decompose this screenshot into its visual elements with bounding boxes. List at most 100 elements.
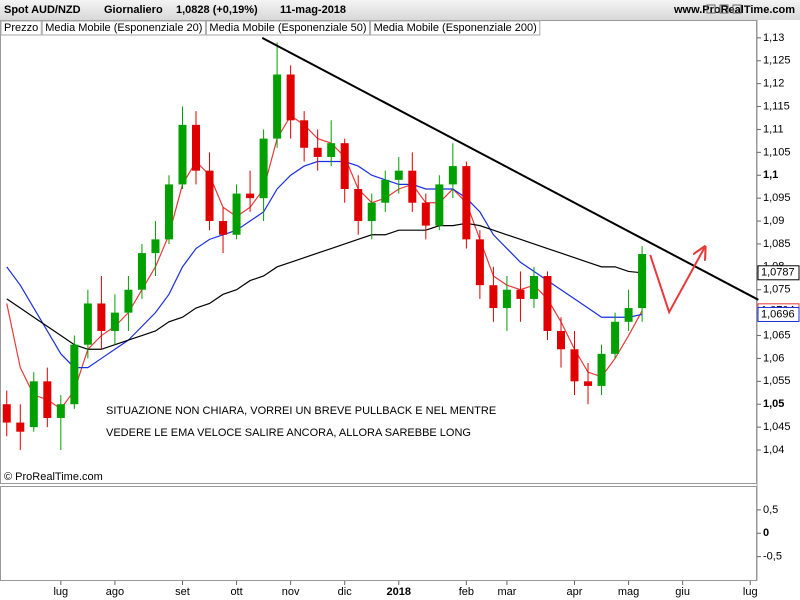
x-tick-label: lug <box>743 586 758 598</box>
legend-label: Media Mobile (Esponenziale 50) <box>209 22 366 34</box>
y-tick-label: 1,04 <box>763 444 784 456</box>
site: www.ProRealTime.com <box>673 4 795 16</box>
trendline <box>261 36 759 301</box>
ema-line <box>6 222 643 350</box>
y-tick-label: 1,075 <box>763 284 791 296</box>
candle-body <box>543 276 552 331</box>
candle-body <box>624 308 633 322</box>
legend-box <box>0 20 42 36</box>
icon[interactable] <box>719 4 729 14</box>
candle-body <box>570 349 579 382</box>
candle-body <box>340 143 349 189</box>
y-tick-label: 1,115 <box>763 100 790 112</box>
x-tick-label: ott <box>230 586 242 598</box>
candle-body <box>124 289 133 313</box>
candle-body <box>408 170 417 203</box>
period: Giornaliero <box>104 4 163 16</box>
lower-panel <box>0 486 757 581</box>
candle-body <box>556 330 565 350</box>
candle-body <box>137 253 146 290</box>
candle-body <box>516 289 525 299</box>
ema-line <box>6 114 643 410</box>
candle-body <box>286 74 295 121</box>
date: 11-mag-2018 <box>280 4 346 16</box>
candle-body <box>29 381 38 428</box>
legend-label: Media Mobile (Esponenziale 20) <box>45 22 202 34</box>
x-tick-label: lug <box>53 586 68 598</box>
x-tick-label: mar <box>497 586 516 598</box>
candle-body <box>83 303 92 345</box>
candle-body <box>219 221 228 235</box>
candle-body <box>56 404 65 418</box>
price-marker <box>757 306 800 322</box>
legend-box <box>370 20 541 36</box>
price-marker <box>757 265 800 281</box>
candle-body <box>2 404 11 423</box>
candle-body <box>529 276 538 299</box>
y-tick-label: 1,05 <box>763 398 784 410</box>
y-tick-label: 1,1 <box>763 169 778 181</box>
arrow <box>649 248 704 315</box>
y-tick-label: 0 <box>763 527 769 539</box>
symbol: Spot AUD/NZD <box>4 4 81 16</box>
candle-body <box>502 289 511 309</box>
candle-body <box>313 147 322 157</box>
price-marker-label: 1,0787 <box>761 267 795 279</box>
y-tick-label: 1,11 <box>763 123 784 135</box>
candle-body <box>381 179 390 203</box>
candle-body <box>300 120 309 148</box>
candle-body <box>638 254 647 309</box>
y-tick-label: 1,105 <box>763 146 791 158</box>
y-tick-label: 1,13 <box>763 32 784 44</box>
candle-body <box>178 124 187 185</box>
y-tick-label: 1,085 <box>763 238 791 250</box>
y-tick-label: 1,12 <box>763 78 784 90</box>
candle-body <box>97 303 106 331</box>
candle-body <box>367 202 376 222</box>
x-tick-label: set <box>175 586 190 598</box>
candle-body <box>448 166 457 185</box>
candle-body <box>394 170 403 180</box>
header-bar <box>0 0 800 20</box>
candle-body <box>246 193 255 199</box>
candle-body <box>435 184 444 226</box>
y-tick-label: 1,09 <box>763 215 784 227</box>
annotation: SITUAZIONE NON CHIARA, VORREI UN BREVE P… <box>106 405 496 417</box>
x-tick-label: 2018 <box>387 586 411 598</box>
candle-body <box>597 353 606 386</box>
y-tick-label: 1,055 <box>763 375 791 387</box>
candle-body <box>16 422 25 432</box>
x-tick-label: ago <box>106 586 124 598</box>
y-tick-label: 1,125 <box>763 55 791 67</box>
candle-body <box>151 239 160 254</box>
candle-body <box>475 239 484 286</box>
candle-body <box>164 184 173 240</box>
candle-body <box>70 344 79 405</box>
price-marker-label: 1,0696 <box>761 308 795 320</box>
y-tick-label: 0,5 <box>763 504 778 516</box>
candle-body <box>327 143 336 157</box>
annotation: VEDERE LE EMA VELOCE SALIRE ANCORA, ALLO… <box>106 427 471 439</box>
candle-body <box>232 193 241 235</box>
candle-body <box>259 138 268 199</box>
ema-line <box>6 160 643 369</box>
legend-label: Media Mobile (Esponenziale 200) <box>374 22 537 34</box>
candle-body <box>110 312 119 331</box>
watermark: © ProRealTime.com <box>4 471 103 483</box>
candle-body <box>489 285 498 309</box>
x-tick-label: mag <box>618 586 639 598</box>
candle-body <box>611 321 620 354</box>
candle-body <box>354 188 363 222</box>
candle-body <box>192 124 201 171</box>
icon[interactable] <box>732 4 742 14</box>
candle-body <box>273 74 282 139</box>
candle-body <box>421 202 430 226</box>
candle-body <box>584 381 593 386</box>
x-tick-label: feb <box>459 586 474 598</box>
legend-box <box>41 20 206 36</box>
x-tick-label: apr <box>567 586 583 598</box>
icon[interactable] <box>706 4 716 14</box>
header-icons[interactable] <box>706 4 742 14</box>
